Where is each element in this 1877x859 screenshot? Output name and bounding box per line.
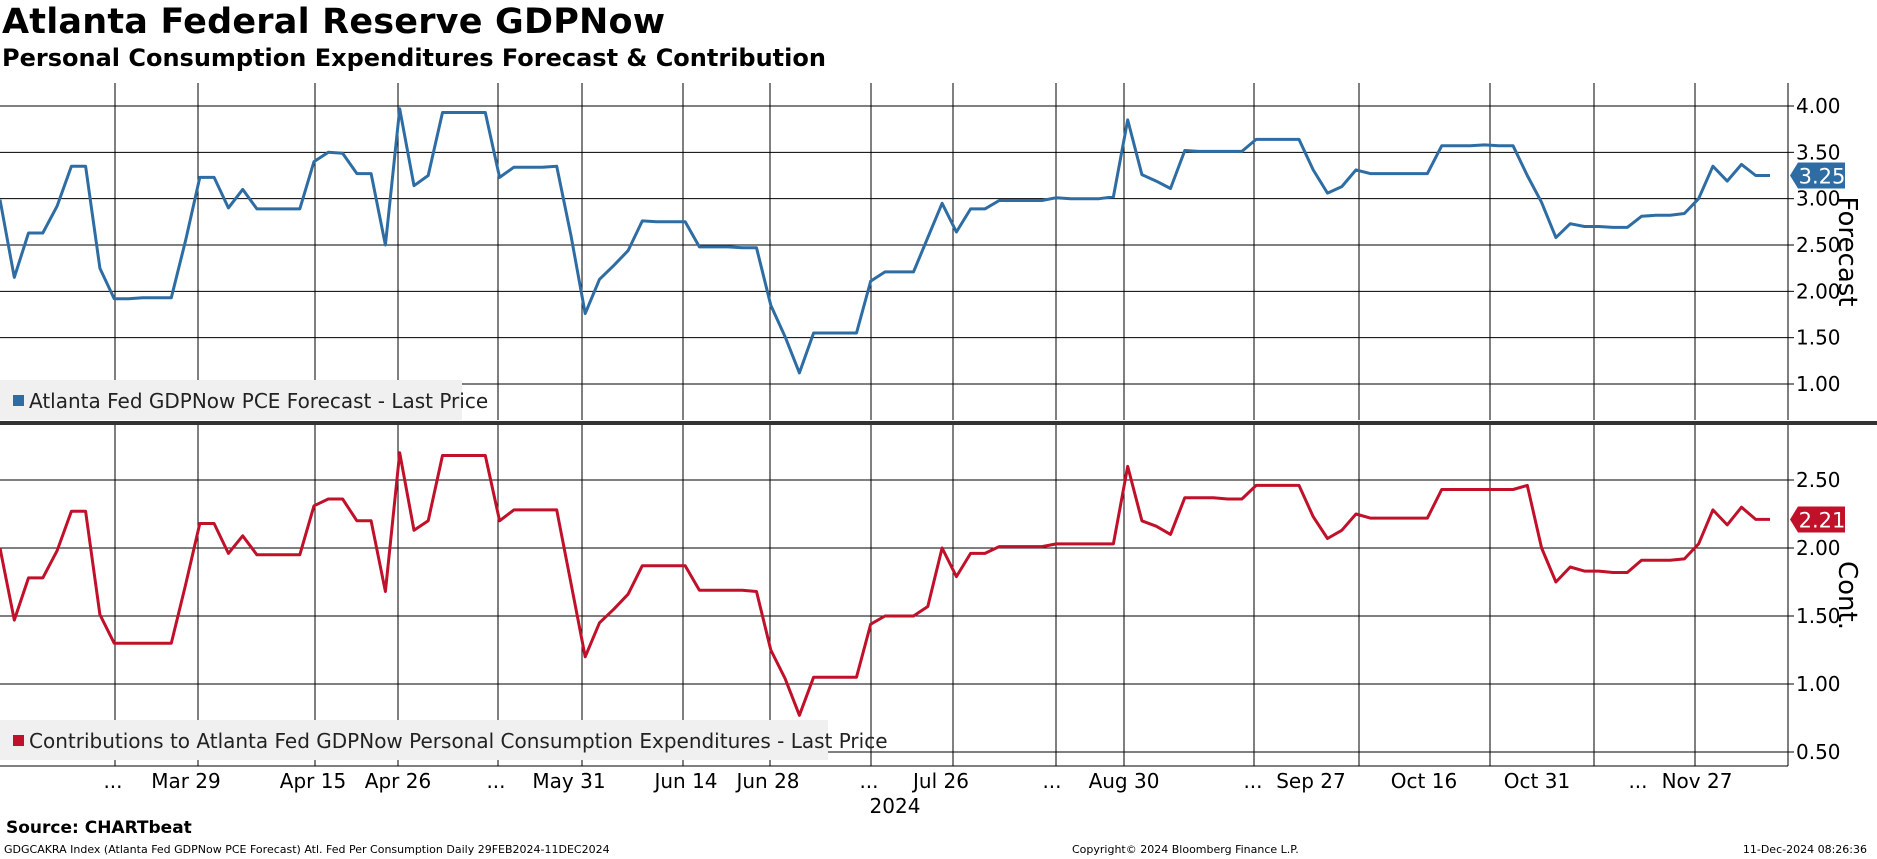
y-tick-label: 2.00 <box>1796 279 1841 303</box>
y-tick-label: 1.50 <box>1796 326 1841 350</box>
x-tick-label: Apr 15 <box>280 769 346 793</box>
footer-copyright: Copyright© 2024 Bloomberg Finance L.P. <box>1072 843 1299 856</box>
y-tick-label: 2.00 <box>1796 536 1841 560</box>
x-tick-label: Nov 27 <box>1662 769 1733 793</box>
y-tick-label: 1.00 <box>1796 672 1841 696</box>
x-tick-label: Aug 30 <box>1089 769 1160 793</box>
y-tick-label: 3.00 <box>1796 187 1841 211</box>
x-tick-label: Jun 28 <box>734 769 799 793</box>
series-line <box>0 107 1770 375</box>
x-tick-label: Jun 14 <box>652 769 717 793</box>
last-value-label: 3.25 <box>1799 165 1846 189</box>
x-tick-label: ... <box>1243 769 1262 793</box>
x-tick-label: Apr 26 <box>365 769 431 793</box>
last-value-label: 2.21 <box>1799 508 1846 532</box>
source-label: Source: CHARTbeat <box>6 818 192 838</box>
last-value-tag-shape <box>1790 506 1845 533</box>
legend-background <box>0 380 462 420</box>
x-tick-label: May 31 <box>532 769 605 793</box>
legend-label: Atlanta Fed GDPNow PCE Forecast - Last P… <box>29 389 488 413</box>
legend-label: Contributions to Atlanta Fed GDPNow Pers… <box>29 729 888 753</box>
y-tick-label: 3.50 <box>1796 140 1841 164</box>
x-tick-label: ... <box>486 769 505 793</box>
x-tick-label: ... <box>1628 769 1647 793</box>
x-tick-label: Oct 16 <box>1391 769 1457 793</box>
y-tick-label: 4.00 <box>1796 94 1841 118</box>
x-tick-label: Oct 31 <box>1504 769 1570 793</box>
x-tick-label: Sep 27 <box>1276 769 1346 793</box>
last-value-tag: 2.21 <box>1790 506 1846 533</box>
y-tick-label: 0.50 <box>1796 740 1841 764</box>
contribution-panel: 0.50 1.00 1.50 2.00 2.50 Cont. Contributions t… <box>0 425 1862 766</box>
footer-timestamp: 11-Dec-2024 08:26:36 <box>1742 843 1867 856</box>
x-tick-label: ... <box>859 769 878 793</box>
series-line <box>0 451 1770 717</box>
last-value-tag-shape <box>1790 162 1845 189</box>
legend: Atlanta Fed GDPNow PCE Forecast - Last P… <box>0 380 488 420</box>
legend-background <box>0 720 828 760</box>
chart-subtitle: Personal Consumption Expenditures Foreca… <box>2 44 826 72</box>
chart-title: Atlanta Federal Reserve GDPNow <box>2 2 666 42</box>
y-axis-label: Forecast <box>1832 196 1862 306</box>
footer-description: GDGCAKRA Index (Atlanta Fed GDPNow PCE F… <box>4 843 610 856</box>
y-tick-label: 2.50 <box>1796 233 1841 257</box>
forecast-panel: 1.00 1.50 2.00 2.50 3.00 3.50 4.00 Forecast Atla… <box>0 83 1862 420</box>
legend: Contributions to Atlanta Fed GDPNow Pers… <box>0 720 888 760</box>
y-tick-label: 1.50 <box>1796 604 1841 628</box>
x-tick-label: ... <box>1042 769 1061 793</box>
y-tick-label: 2.50 <box>1796 468 1841 492</box>
x-axis-year-label: 2024 <box>870 794 921 818</box>
x-tick-label: Jul 26 <box>911 769 969 793</box>
legend-swatch <box>13 395 24 406</box>
y-tick-label: 1.00 <box>1796 372 1841 396</box>
x-tick-label: Mar 29 <box>151 769 221 793</box>
x-tick-label: ... <box>103 769 122 793</box>
legend-swatch <box>13 735 24 746</box>
last-value-tag: 3.25 <box>1790 162 1846 189</box>
y-axis-label: Cont. <box>1832 561 1862 630</box>
